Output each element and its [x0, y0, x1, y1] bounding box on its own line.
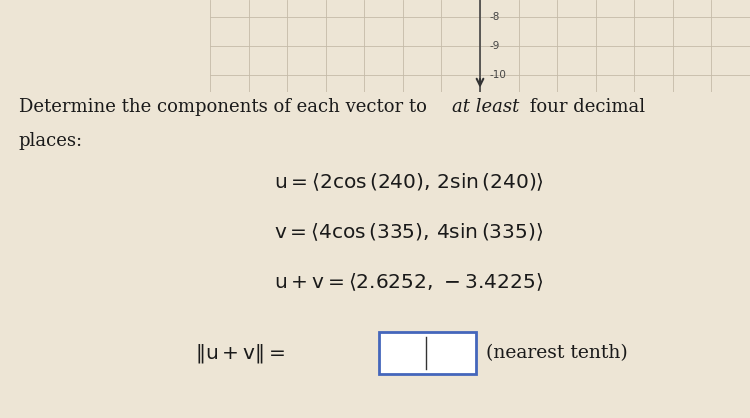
Text: places:: places:	[19, 132, 82, 150]
Text: $\mathrm{v} = \left\langle 4\cos\left(335\right),\,4\sin\left(335\right)\right\r: $\mathrm{v} = \left\langle 4\cos\left(33…	[274, 221, 543, 243]
Text: $\mathrm{u} = \left\langle 2\cos\left(240\right),\,2\sin\left(240\right)\right\r: $\mathrm{u} = \left\langle 2\cos\left(24…	[274, 171, 544, 193]
Text: (nearest tenth): (nearest tenth)	[486, 344, 628, 362]
Text: four decimal: four decimal	[524, 98, 644, 116]
Text: -10: -10	[490, 70, 506, 80]
Text: -9: -9	[490, 41, 500, 51]
Text: $\|\mathrm{u} + \mathrm{v}\| =$: $\|\mathrm{u} + \mathrm{v}\| =$	[195, 342, 285, 365]
FancyBboxPatch shape	[379, 332, 476, 374]
Text: -8: -8	[490, 12, 500, 22]
Text: $\mathrm{u} + \mathrm{v} = \left\langle 2.6252,\,-3.4225\right\rangle$: $\mathrm{u} + \mathrm{v} = \left\langle …	[274, 271, 543, 293]
Text: Determine the components of each vector to: Determine the components of each vector …	[19, 98, 432, 116]
Text: at least: at least	[452, 98, 520, 116]
